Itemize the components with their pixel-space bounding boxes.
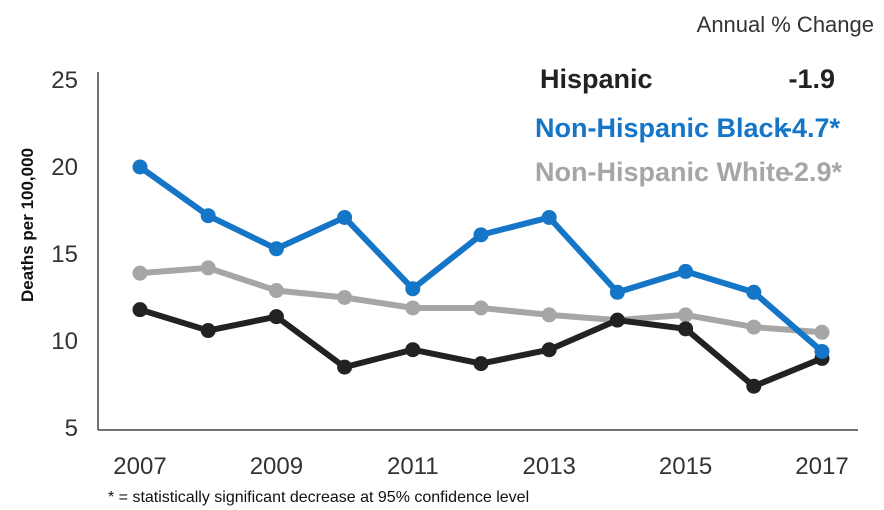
data-point <box>473 300 489 316</box>
x-tick-label: 2011 <box>387 453 439 480</box>
legend-change-non-hispanic-black: -4.7* <box>783 113 841 143</box>
y-tick-label: 15 <box>51 241 78 268</box>
data-point <box>541 307 557 323</box>
data-point <box>541 342 557 358</box>
legend-label-non-hispanic-white: Non-Hispanic White <box>535 157 790 187</box>
data-point <box>200 323 216 339</box>
data-point <box>132 159 148 175</box>
data-point <box>268 283 284 299</box>
legend-change-hispanic: -1.9 <box>788 64 835 94</box>
series-non-hispanic-white <box>132 260 830 340</box>
y-tick-label: 20 <box>51 154 78 181</box>
data-point <box>132 265 148 281</box>
data-point <box>746 378 762 394</box>
series-non-hispanic-black <box>132 159 830 359</box>
series-layer <box>132 159 830 394</box>
data-point <box>814 343 830 359</box>
data-point <box>609 312 625 328</box>
data-point <box>268 309 284 325</box>
data-point <box>405 281 421 297</box>
legend-change-non-hispanic-white: -2.9* <box>785 157 843 187</box>
data-point <box>609 284 625 300</box>
legend-label-hispanic: Hispanic <box>540 64 653 94</box>
y-tick-label: 10 <box>51 328 78 355</box>
data-point <box>337 359 353 375</box>
x-tick-label: 2007 <box>113 453 166 480</box>
data-point <box>405 342 421 358</box>
y-tick-label: 5 <box>65 415 78 442</box>
x-tick-label: 2013 <box>523 453 576 480</box>
x-tick-label: 2015 <box>659 453 712 480</box>
data-point <box>473 227 489 243</box>
legend-header: Annual % Change <box>697 12 874 37</box>
data-point <box>200 208 216 224</box>
footnote: * = statistically significant decrease a… <box>108 489 529 506</box>
y-tick-label: 25 <box>51 67 78 94</box>
data-point <box>268 241 284 257</box>
data-point <box>746 284 762 300</box>
data-point <box>678 263 694 279</box>
x-tick-labels: 2007 2009 2011 2013 2015 2017 <box>113 453 848 480</box>
y-axis-label: Deaths per 100,000 <box>18 148 37 302</box>
data-point <box>678 321 694 337</box>
data-point <box>541 209 557 225</box>
data-point <box>473 356 489 372</box>
y-tick-labels: 5 10 15 20 25 <box>51 67 78 442</box>
data-point <box>337 290 353 305</box>
legend: Hispanic -1.9 Non-Hispanic Black-4.7* Non-H… <box>535 64 842 187</box>
data-point <box>746 319 762 335</box>
series-hispanic <box>132 302 830 394</box>
data-point <box>405 300 421 316</box>
data-point <box>814 324 830 340</box>
x-tick-label: 2017 <box>795 453 848 480</box>
x-tick-label: 2009 <box>250 453 303 480</box>
data-point <box>678 307 694 323</box>
legend-label-non-hispanic-black: Non-Hispanic Black <box>535 113 790 143</box>
data-point <box>337 209 353 225</box>
data-point <box>200 260 216 276</box>
data-point <box>132 302 148 318</box>
